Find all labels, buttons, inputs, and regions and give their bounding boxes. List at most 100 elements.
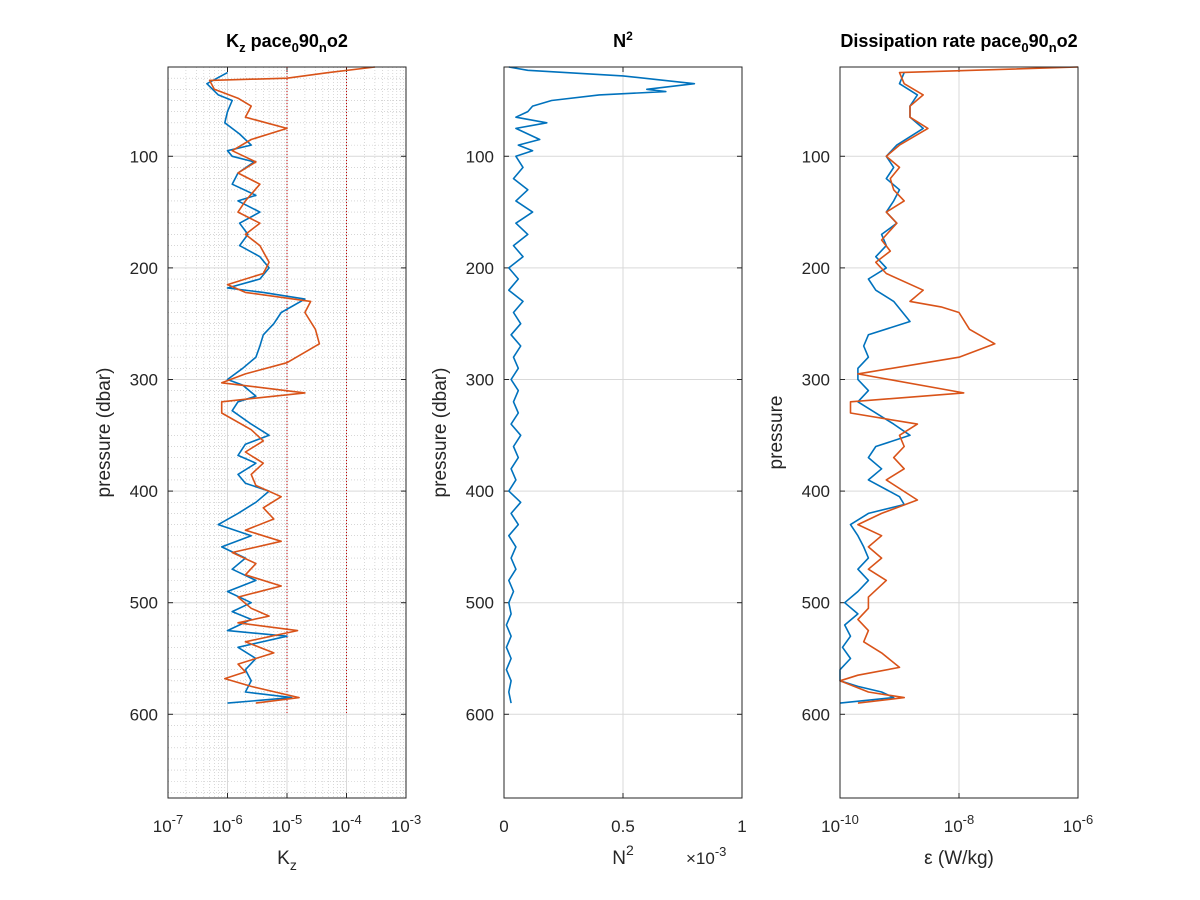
y-tick-label: 500	[466, 594, 494, 613]
y-tick-label: 300	[130, 370, 158, 389]
text-part: pressure (dbar)	[430, 368, 451, 498]
panel-3: 10-10 10-8 10-6100200300400500600Dissipati…	[766, 31, 1093, 869]
y-tick-label: 200	[130, 259, 158, 278]
y-tick-label: 200	[802, 259, 830, 278]
x-axis-label: ε (W/kg)	[924, 848, 994, 869]
x-tick-label: 10-4	[331, 812, 361, 836]
x-tick-label: 10-10	[821, 812, 859, 836]
chart-title: Dissipation rate pace090no2	[840, 31, 1077, 55]
text-part: 500	[802, 594, 830, 613]
text-part: 0	[292, 40, 299, 55]
series-line-2	[839, 66, 1079, 704]
y-axis-label: pressure (dbar)	[430, 368, 451, 498]
series-line-2	[208, 66, 375, 704]
text-part: 100	[802, 147, 830, 166]
text-part: -8	[963, 812, 975, 827]
text-part: 90	[299, 31, 319, 51]
text-part: pressure	[766, 396, 787, 470]
y-tick-label: 100	[802, 147, 830, 166]
text-part: -3	[715, 844, 727, 859]
text-part: 400	[466, 482, 494, 501]
y-tick-label: 500	[130, 594, 158, 613]
axes-frame	[839, 66, 1079, 799]
text-part: 300	[802, 370, 830, 389]
y-axis-label: pressure	[766, 396, 787, 470]
x-multiplier: ×10-3	[686, 844, 726, 868]
text-part: 600	[466, 705, 494, 724]
text-part: 1	[737, 817, 746, 836]
text-part: ε (W/kg)	[924, 848, 994, 869]
x-axis-label: N2	[612, 842, 634, 869]
text-part: N	[613, 31, 626, 51]
text-part: 500	[130, 594, 158, 613]
x-tick-label: 1	[737, 817, 746, 836]
text-part: 90	[1029, 31, 1049, 51]
y-tick-label: 600	[802, 705, 830, 724]
text-part: 2	[626, 842, 634, 858]
text-part: -4	[350, 812, 362, 827]
text-part: -7	[172, 812, 184, 827]
text-part: K	[277, 848, 290, 869]
text-part: 200	[802, 259, 830, 278]
y-tick-label: 400	[802, 482, 830, 501]
text-part: 300	[466, 370, 494, 389]
text-part: pace	[246, 31, 292, 51]
y-tick-label: 500	[802, 594, 830, 613]
x-axis-label: Kz	[277, 848, 297, 873]
text-part: ×10	[686, 849, 715, 868]
axes-frame	[167, 66, 407, 799]
text-part: pressure (dbar)	[94, 368, 115, 498]
text-part: 500	[466, 594, 494, 613]
series-line-1	[505, 66, 696, 704]
x-tick-label: 10-8	[944, 812, 974, 836]
y-tick-label: 600	[130, 705, 158, 724]
chart-title: N2	[613, 29, 633, 51]
text-part: o2	[327, 31, 348, 51]
text-part: -10	[840, 812, 859, 827]
text-part: 10	[331, 817, 350, 836]
text-part: 300	[130, 370, 158, 389]
y-tick-label: 400	[466, 482, 494, 501]
text-part: 600	[802, 705, 830, 724]
text-part: -6	[1082, 812, 1094, 827]
y-tick-label: 600	[466, 705, 494, 724]
text-part: n	[319, 40, 327, 55]
y-tick-label: 200	[466, 259, 494, 278]
text-part: 400	[802, 482, 830, 501]
x-tick-label: 10-6	[212, 812, 242, 836]
y-axis-label: pressure (dbar)	[94, 368, 115, 498]
x-tick-label: 10-3	[391, 812, 421, 836]
text-part: 0	[1021, 40, 1028, 55]
panel-1: 10-7 10-6 10-5 10-4 10-3100200300400500600Kz…	[94, 31, 421, 873]
text-part: N	[612, 848, 626, 869]
text-part: 0.5	[611, 817, 635, 836]
text-part: Dissipation rate pace	[840, 31, 1021, 51]
text-part: -6	[231, 812, 243, 827]
text-part: 100	[130, 147, 158, 166]
text-part: 100	[466, 147, 494, 166]
y-tick-label: 300	[466, 370, 494, 389]
y-tick-label: 400	[130, 482, 158, 501]
text-part: 2	[626, 29, 633, 43]
chart-title: Kz pace090no2	[226, 31, 348, 55]
x-tick-label: 0.5	[611, 817, 635, 836]
text-part: 200	[466, 259, 494, 278]
text-part: -5	[291, 812, 303, 827]
y-tick-label: 100	[466, 147, 494, 166]
text-part: -3	[410, 812, 422, 827]
text-part: z	[239, 40, 246, 55]
text-part: 0	[499, 817, 508, 836]
x-tick-label: 10-6	[1063, 812, 1093, 836]
text-part: z	[290, 857, 297, 873]
text-part: o2	[1057, 31, 1078, 51]
text-part: 10	[821, 817, 840, 836]
text-part: 600	[130, 705, 158, 724]
text-part: 10	[212, 817, 231, 836]
y-tick-label: 100	[130, 147, 158, 166]
text-part: n	[1049, 40, 1057, 55]
text-part: 200	[130, 259, 158, 278]
text-part: 10	[1063, 817, 1082, 836]
axes-frame	[503, 66, 743, 799]
text-part: 10	[272, 817, 291, 836]
